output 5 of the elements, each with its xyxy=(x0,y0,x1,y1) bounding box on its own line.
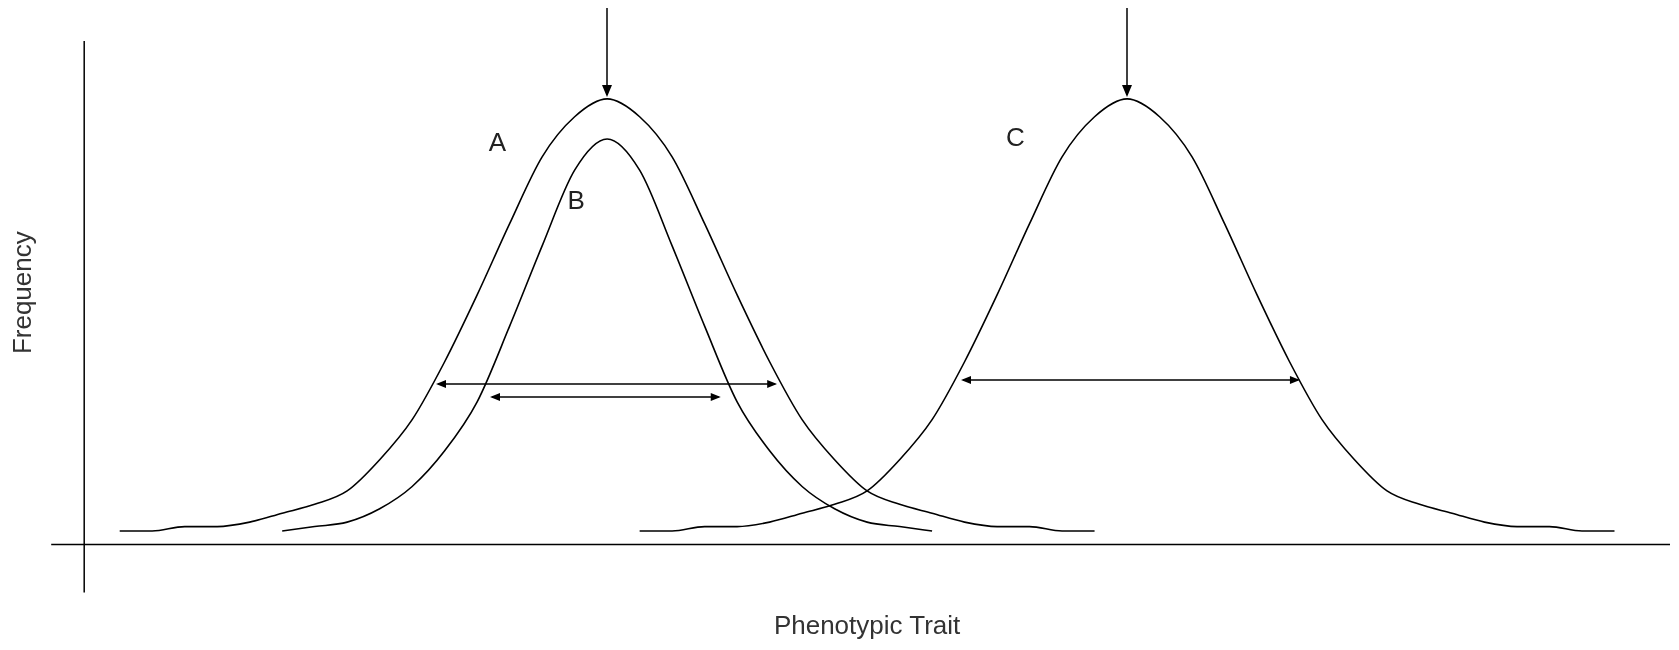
series-label: B xyxy=(567,184,585,215)
y-axis-title: Frequency xyxy=(6,231,37,355)
x-axis-title: Phenotypic Trait xyxy=(773,609,962,640)
series-label: A xyxy=(488,126,507,157)
series-label: C xyxy=(1006,122,1025,153)
